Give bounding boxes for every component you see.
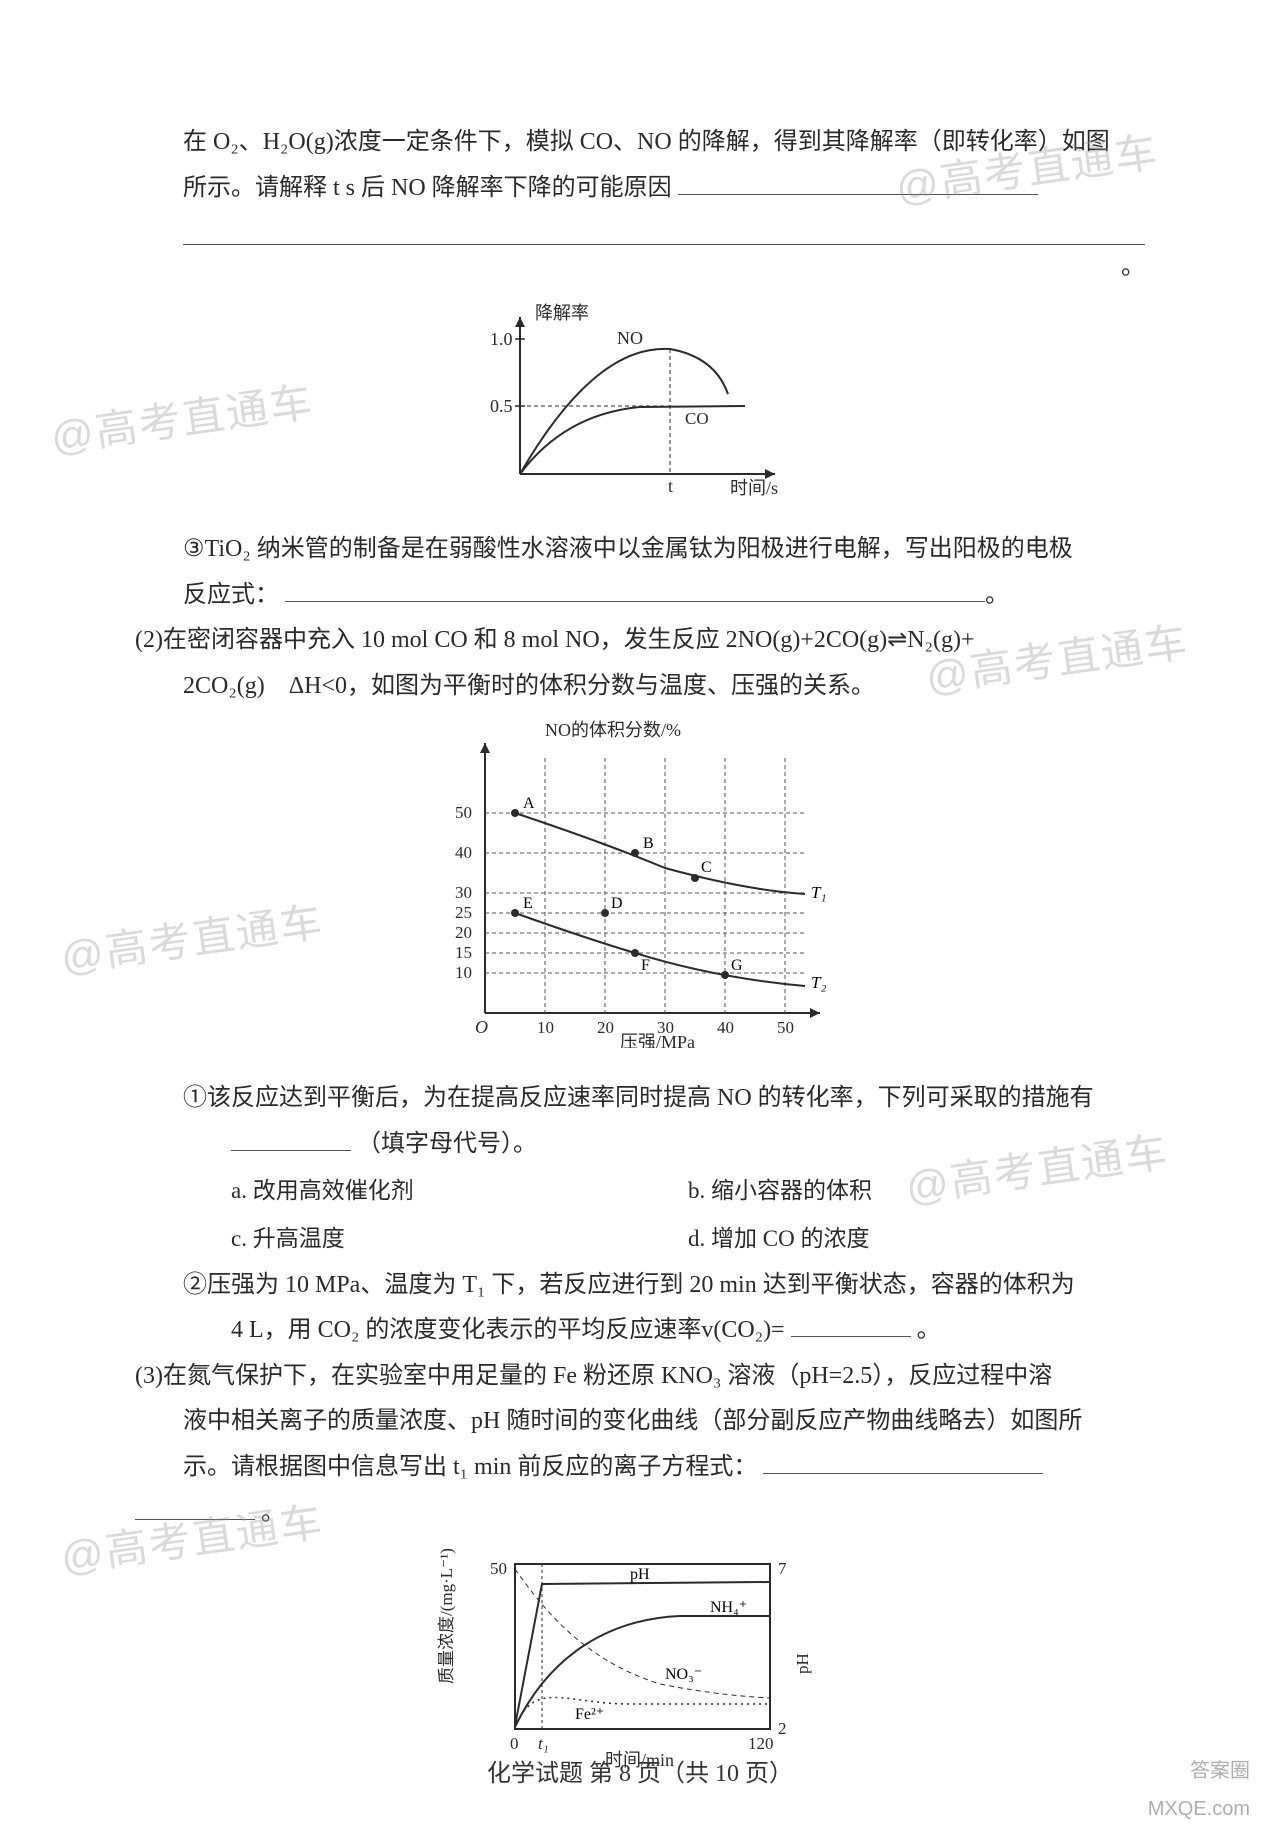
chart-volume-fraction: NO的体积分数/% 10 15 20: [135, 718, 1145, 1065]
text: 4 L，用 CO₂ 的浓度变化表示的平均反应速率v(CO₂)=: [231, 1317, 785, 1343]
svg-text:120: 120: [748, 1734, 774, 1753]
svg-text:20: 20: [597, 1018, 614, 1037]
option-c: c. 升高温度: [231, 1215, 688, 1263]
y-tick: 1.0: [490, 329, 513, 349]
corner-text: MXQE.com: [1148, 1790, 1250, 1828]
text: 所示。请解释 t s 后 NO 降解率下降的可能原因: [183, 175, 672, 201]
y-tick: 0.5: [490, 396, 513, 416]
fill-blank[interactable]: [183, 215, 1145, 245]
body-text: (2)在密闭容器中充入 10 mol CO 和 8 mol NO，发生反应 2N…: [135, 618, 1145, 664]
x-tick: t: [668, 476, 673, 496]
body-text: 2CO₂(g) ΔH<0，如图为平衡时的体积分数与温度、压强的关系。: [135, 664, 1145, 710]
fill-blank[interactable]: [678, 167, 1038, 194]
svg-text:C: C: [701, 859, 712, 876]
series-label: CO: [685, 409, 709, 428]
body-text: （填字母代号）。: [135, 1122, 1145, 1168]
fill-blank[interactable]: [285, 574, 985, 601]
body-text: 液中相关离子的质量浓度、pH 随时间的变化曲线（部分副反应产物曲线略去）如图所 …: [135, 1399, 1145, 1490]
text: （填字母代号）。: [357, 1131, 537, 1157]
text: ②压强为 10 MPa、温度为 T₁ 下，若反应进行到 20 min 达到平衡状…: [183, 1272, 1075, 1298]
svg-text:30: 30: [455, 883, 472, 902]
svg-text:25: 25: [455, 903, 472, 922]
fill-blank[interactable]: [231, 1123, 351, 1150]
text: ①该反应达到平衡后，为在提高反应速率同时提高 NO 的转化率，下列可采取的措施有: [183, 1085, 1094, 1111]
text: ③TiO₂ 纳米管的制备是在弱酸性水溶液中以金属钛为阳极进行电解，写出阳极的电极: [183, 536, 1073, 562]
corner-text: 答案圈: [1148, 1752, 1250, 1790]
x-axis-label: 时间/s: [730, 478, 778, 498]
text: 。: [917, 1317, 941, 1343]
y-axis-label: NO的体积分数/%: [545, 720, 681, 740]
x-axis-label: 压强/MPa: [620, 1032, 695, 1048]
svg-text:7: 7: [778, 1559, 787, 1578]
svg-text:15: 15: [455, 943, 472, 962]
svg-text:2: 2: [778, 1719, 787, 1738]
option-b: b. 缩小容器的体积: [688, 1167, 1145, 1215]
svg-text:NO₃⁻: NO₃⁻: [665, 1666, 702, 1683]
text: 液中相关离子的质量浓度、pH 随时间的变化曲线（部分副反应产物曲线略去）如图所: [183, 1408, 1082, 1434]
options-list: a. 改用高效催化剂 b. 缩小容器的体积 c. 升高温度 d. 增加 CO 的…: [135, 1167, 1145, 1262]
fill-blank[interactable]: [135, 1492, 255, 1519]
svg-text:E: E: [523, 895, 533, 912]
svg-text:pH: pH: [630, 1566, 650, 1583]
svg-text:50: 50: [777, 1018, 794, 1037]
svg-text:20: 20: [455, 923, 472, 942]
text: (3)在氮气保护下，在实验室中用足量的 Fe 粉还原 KNO₃ 溶液（pH=2.…: [135, 1363, 1052, 1389]
text: 示。请根据图中信息写出 t₁ min 前反应的离子方程式：: [183, 1454, 757, 1480]
svg-text:D: D: [611, 895, 623, 912]
svg-text:40: 40: [717, 1018, 734, 1037]
chart-ion-concentration: 质量浓度/(mg·L⁻¹) 50 pH 7 2 0 t₁ 120 时间/min …: [135, 1544, 1145, 1786]
svg-text:G: G: [731, 957, 743, 974]
svg-text:O: O: [475, 1017, 488, 1037]
body-text: ①该反应达到平衡后，为在提高反应速率同时提高 NO 的转化率，下列可采取的措施有: [135, 1076, 1145, 1122]
curve-label: T₂: [811, 973, 826, 992]
svg-text:NH₄⁺: NH₄⁺: [710, 1599, 747, 1616]
svg-text:Fe²⁺: Fe²⁺: [575, 1706, 604, 1723]
svg-text:10: 10: [537, 1018, 554, 1037]
svg-text:F: F: [641, 957, 650, 974]
option-a: a. 改用高效催化剂: [231, 1167, 688, 1215]
svg-text:40: 40: [455, 843, 472, 862]
text: 2CO₂(g) ΔH<0，如图为平衡时的体积分数与温度、压强的关系。: [183, 673, 875, 699]
page-footer: 化学试题 第 8 页（共 10 页）: [0, 1752, 1280, 1798]
fill-blank[interactable]: [791, 1310, 911, 1337]
body-text: ②压强为 10 MPa、温度为 T₁ 下，若反应进行到 20 min 达到平衡状…: [135, 1263, 1145, 1309]
svg-text:50: 50: [455, 803, 472, 822]
text: 在 O₂、H₂O(g)浓度一定条件下，模拟 CO、NO 的降解，得到其降解率（即…: [183, 129, 1110, 155]
text: (2)在密闭容器中充入 10 mol CO 和 8 mol NO，发生反应 2N…: [135, 627, 975, 653]
fill-blank[interactable]: [763, 1447, 1043, 1474]
source-corner: 答案圈 MXQE.com: [1148, 1752, 1250, 1828]
exam-page: @高考直通车 @高考直通车 @高考直通车 @高考直通车 @高考直通车 @高考直通…: [0, 0, 1280, 1848]
svg-text:10: 10: [455, 963, 472, 982]
body-text: 在 O₂、H₂O(g)浓度一定条件下，模拟 CO、NO 的降解，得到其降解率（即…: [135, 120, 1145, 291]
svg-text:t₁: t₁: [538, 1734, 549, 1753]
body-text: 。: [135, 1491, 1145, 1537]
svg-text:50: 50: [490, 1559, 507, 1578]
option-d: d. 增加 CO 的浓度: [688, 1215, 1145, 1263]
svg-text:0: 0: [510, 1734, 519, 1753]
body-text: ③TiO₂ 纳米管的制备是在弱酸性水溶液中以金属钛为阳极进行电解，写出阳极的电极…: [135, 527, 1145, 618]
curve-label: T₁: [811, 883, 826, 902]
text: 反应式：: [183, 582, 279, 608]
body-text: (3)在氮气保护下，在实验室中用足量的 Fe 粉还原 KNO₃ 溶液（pH=2.…: [135, 1354, 1145, 1400]
y-left-label: 质量浓度/(mg·L⁻¹): [437, 1548, 456, 1684]
series-label: NO: [617, 328, 643, 348]
svg-text:B: B: [643, 835, 654, 852]
y-axis-label: 降解率: [535, 303, 589, 323]
y-right-label: pH: [793, 1653, 812, 1674]
body-text: 4 L，用 CO₂ 的浓度变化表示的平均反应速率v(CO₂)= 。: [135, 1308, 1145, 1354]
text: 。: [261, 1500, 285, 1526]
chart-degradation-rate: 0.5 1.0 NO CO t 时间/s 降解率: [135, 299, 1145, 516]
svg-text:A: A: [523, 795, 535, 812]
